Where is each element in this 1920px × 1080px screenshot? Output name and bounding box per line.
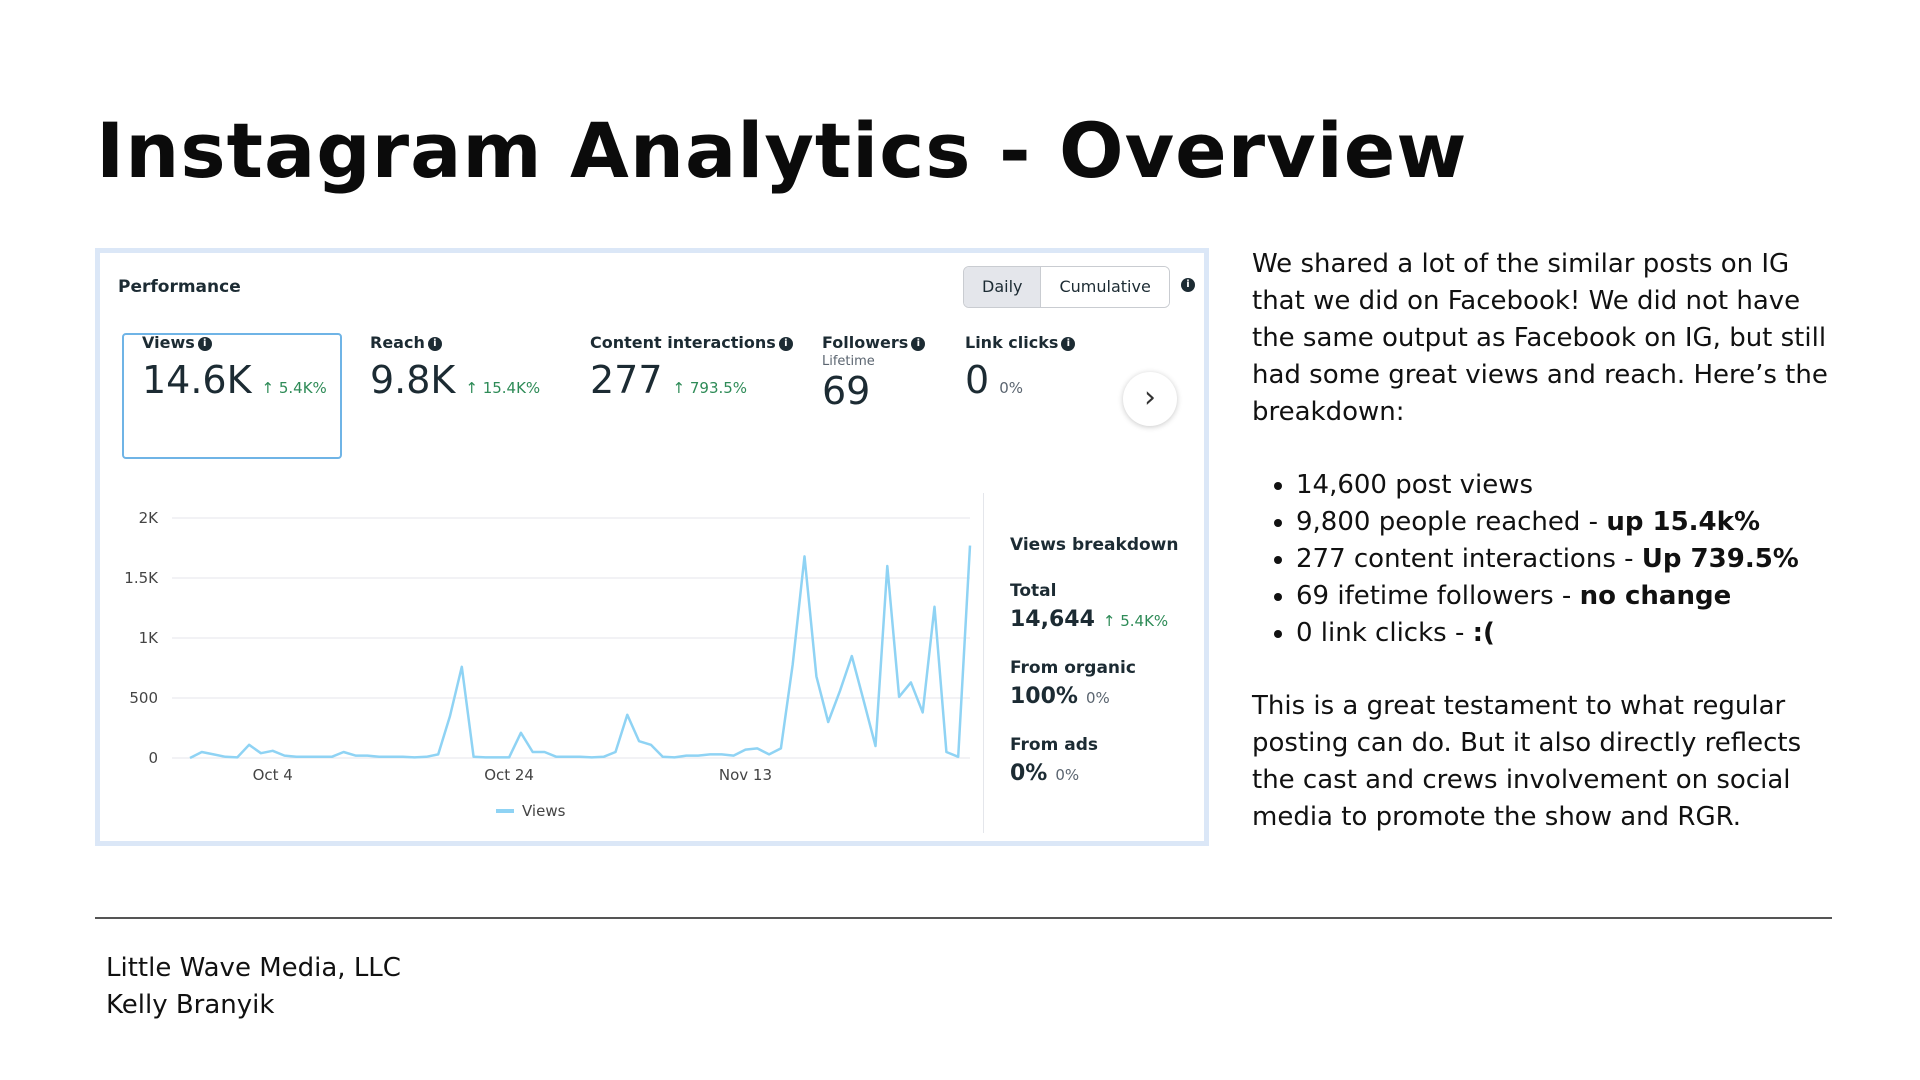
metric-value: 0	[965, 358, 990, 402]
breakdown-organic-change: 0%	[1085, 689, 1110, 707]
breakdown-ads-change: 0%	[1055, 766, 1080, 784]
breakdown-ads-label: From ads	[1010, 735, 1098, 755]
list-item: 14,600 post views	[1296, 467, 1832, 504]
info-icon[interactable]: i	[778, 336, 793, 351]
x-tick-label: Oct 24	[484, 766, 534, 784]
commentary-intro: We shared a lot of the similar posts on …	[1252, 249, 1828, 427]
breakdown-total-value: 14,644	[1010, 607, 1095, 632]
views-breakdown-panel: Views breakdown Total 14,644 ↑ 5.4K% From…	[1010, 535, 1178, 786]
metric-views[interactable]: Views i 14.6K ↑ 5.4K%	[142, 333, 327, 402]
views-series-line	[189, 545, 972, 760]
metric-change: ↑ 15.4K%	[465, 379, 541, 397]
views-metric-card-selected[interactable]	[122, 333, 342, 459]
breakdown-organic-label: From organic	[1010, 658, 1136, 678]
y-tick-label: 1K	[139, 629, 160, 647]
metric-link-clicks[interactable]: Link clicks i 0 0%	[965, 333, 1076, 402]
view-toggle[interactable]: Daily Cumulative	[963, 266, 1170, 308]
y-tick-label: 1.5K	[124, 569, 159, 587]
metric-label: Link clicks	[965, 333, 1059, 352]
metric-label: Reach	[370, 333, 425, 352]
next-metrics-button[interactable]: ›	[1123, 372, 1177, 426]
x-tick-label: Nov 13	[719, 766, 772, 784]
breakdown-total-label: Total	[1010, 581, 1057, 601]
stats-list: 14,600 post views 9,800 people reached -…	[1252, 467, 1832, 652]
metric-value: 14.6K	[142, 358, 252, 402]
breakdown-total-change: ↑ 5.4K%	[1102, 612, 1169, 630]
breakdown-ads-value: 0%	[1010, 761, 1048, 786]
y-tick-label: 500	[129, 689, 158, 707]
footer-divider	[95, 917, 1832, 919]
legend-label: Views	[522, 802, 566, 820]
metric-value: 9.8K	[370, 358, 456, 402]
commentary: We shared a lot of the similar posts on …	[1252, 246, 1832, 836]
footer-author: Kelly Branyik	[106, 990, 275, 1020]
list-item: 0 link clicks - :(	[1296, 615, 1832, 652]
y-tick-label: 0	[148, 749, 158, 767]
analytics-screenshot: Performance Daily Cumulative i Views i 14…	[95, 248, 1209, 846]
y-tick-label: 2K	[139, 509, 160, 527]
metric-reach[interactable]: Reach i 9.8K ↑ 15.4K%	[370, 333, 540, 402]
footer-company: Little Wave Media, LLC	[106, 953, 401, 983]
commentary-closing: This is a great testament to what regula…	[1252, 691, 1802, 832]
metric-value: 277	[590, 358, 663, 402]
metric-sublabel: Lifetime	[822, 354, 875, 369]
info-icon[interactable]: i	[427, 336, 442, 351]
list-item: 9,800 people reached - up 15.4k%	[1296, 504, 1832, 541]
metric-change: ↑ 5.4K%	[261, 379, 327, 397]
metric-content-interactions[interactable]: Content interactions i 277 ↑ 793.5%	[590, 333, 793, 402]
footer: Little Wave Media, LLC Kelly Branyik	[106, 950, 401, 1024]
list-item: 69 ifetime followers - no change	[1296, 578, 1832, 615]
metric-value: 69	[822, 369, 871, 413]
cumulative-toggle-button[interactable]: Cumulative	[1041, 267, 1169, 307]
breakdown-title: Views breakdown	[1010, 535, 1179, 555]
metric-label: Content interactions	[590, 333, 776, 352]
daily-toggle-button[interactable]: Daily	[964, 267, 1042, 307]
breakdown-organic-value: 100%	[1010, 684, 1078, 709]
metric-change: 0%	[999, 379, 1023, 397]
x-tick-label: Oct 4	[253, 766, 293, 784]
performance-label: Performance	[118, 277, 241, 297]
metric-label: Views	[142, 333, 195, 352]
info-icon[interactable]: i	[1181, 278, 1195, 292]
slide-title: Instagram Analytics - Overview	[96, 106, 1468, 195]
info-icon[interactable]: i	[1061, 336, 1076, 351]
chevron-right-icon: ›	[1144, 380, 1156, 415]
views-line-chart: 0 500 1K 1.5K 2K Oct 4 Oct 24 Nov 13 Views	[124, 509, 972, 820]
metric-change: ↑ 793.5%	[672, 379, 748, 397]
list-item: 277 content interactions - Up 739.5%	[1296, 541, 1832, 578]
metric-label: Followers	[822, 333, 909, 352]
metric-followers[interactable]: Followers i Lifetime 69	[822, 333, 926, 413]
info-icon[interactable]: i	[197, 336, 212, 351]
info-icon[interactable]: i	[911, 336, 926, 351]
breakdown-divider	[983, 493, 984, 833]
